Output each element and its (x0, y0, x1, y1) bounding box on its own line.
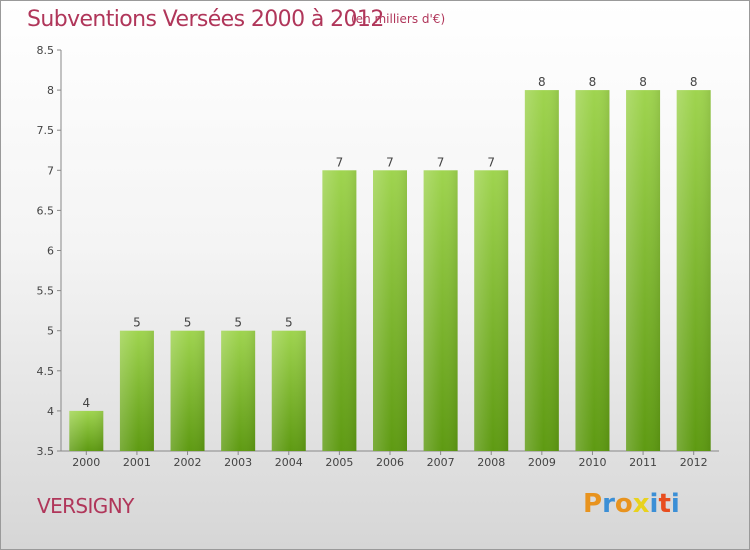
logo-letter: i (670, 489, 680, 519)
x-tick-label: 2010 (578, 456, 606, 469)
x-tick-label: 2008 (477, 456, 505, 469)
logo-letter: r (602, 489, 615, 519)
y-tick-label: 5 (47, 325, 54, 338)
x-tick-label: 2002 (174, 456, 202, 469)
bar-highlight (322, 170, 357, 452)
data-label: 7 (437, 155, 445, 169)
x-tick-label: 2012 (680, 456, 708, 469)
y-tick-label: 6 (47, 245, 54, 258)
place-name: VERSIGNY (37, 494, 134, 518)
x-tick-label: 2003 (224, 456, 252, 469)
logo-letter: P (583, 489, 603, 519)
bars (69, 90, 711, 452)
y-tick-label: 7 (47, 164, 54, 177)
x-tick-label: 2000 (72, 456, 100, 469)
bar-highlight (423, 170, 458, 452)
logo-letter: o (614, 489, 633, 519)
data-label: 7 (386, 155, 394, 169)
y-tick-label: 4.5 (37, 365, 55, 378)
y-tick-label: 8 (47, 84, 54, 97)
bar-highlight (373, 170, 407, 452)
data-label: 4 (82, 396, 90, 410)
data-label: 8 (690, 75, 698, 89)
data-label: 7 (487, 155, 495, 169)
data-label: 8 (639, 75, 647, 89)
bar-highlight (271, 330, 306, 451)
x-tick-label: 2006 (376, 456, 404, 469)
x-tick-label: 2009 (528, 456, 556, 469)
bar-highlight (575, 90, 610, 451)
data-label: 5 (184, 316, 192, 330)
bar-highlight (626, 90, 661, 451)
bar-highlight (524, 90, 559, 451)
x-tick-label: 2005 (325, 456, 353, 469)
logo-letter: t (658, 489, 671, 519)
logo-letter: x (632, 489, 650, 519)
data-labels: 4 5 5 5 5 7 7 7 7 8 8 8 8 (82, 75, 697, 410)
chart-title: Subventions Versées 2000 à 2012 (27, 7, 384, 32)
bar-highlight (221, 330, 256, 451)
bar-highlight (676, 90, 711, 451)
logo-letter: i (649, 489, 659, 519)
x-tick-label: 2011 (629, 456, 657, 469)
data-label: 5 (234, 316, 242, 330)
data-label: 5 (285, 316, 293, 330)
y-tick-label: 8.5 (37, 44, 55, 57)
proxiti-logo: Proxiti (583, 489, 680, 519)
y-tick-label: 7.5 (37, 124, 55, 137)
bar-highlight (119, 330, 154, 451)
x-tick-label: 2004 (275, 456, 303, 469)
data-label: 8 (589, 75, 597, 89)
data-label: 7 (336, 155, 344, 169)
chart-unit: (en milliers d'€) (351, 12, 446, 26)
y-tick-label: 5.5 (37, 285, 55, 298)
y-tick-label: 6.5 (37, 204, 55, 217)
data-label: 8 (538, 75, 546, 89)
x-tick-label: 2001 (123, 456, 151, 469)
bar-highlight (69, 410, 104, 451)
y-tick-label: 4 (47, 405, 54, 418)
data-label: 5 (133, 316, 141, 330)
bar-highlight (170, 330, 205, 451)
bar-highlight (474, 170, 509, 452)
x-tick-label: 2007 (427, 456, 455, 469)
y-tick-label: 3.5 (37, 445, 55, 458)
